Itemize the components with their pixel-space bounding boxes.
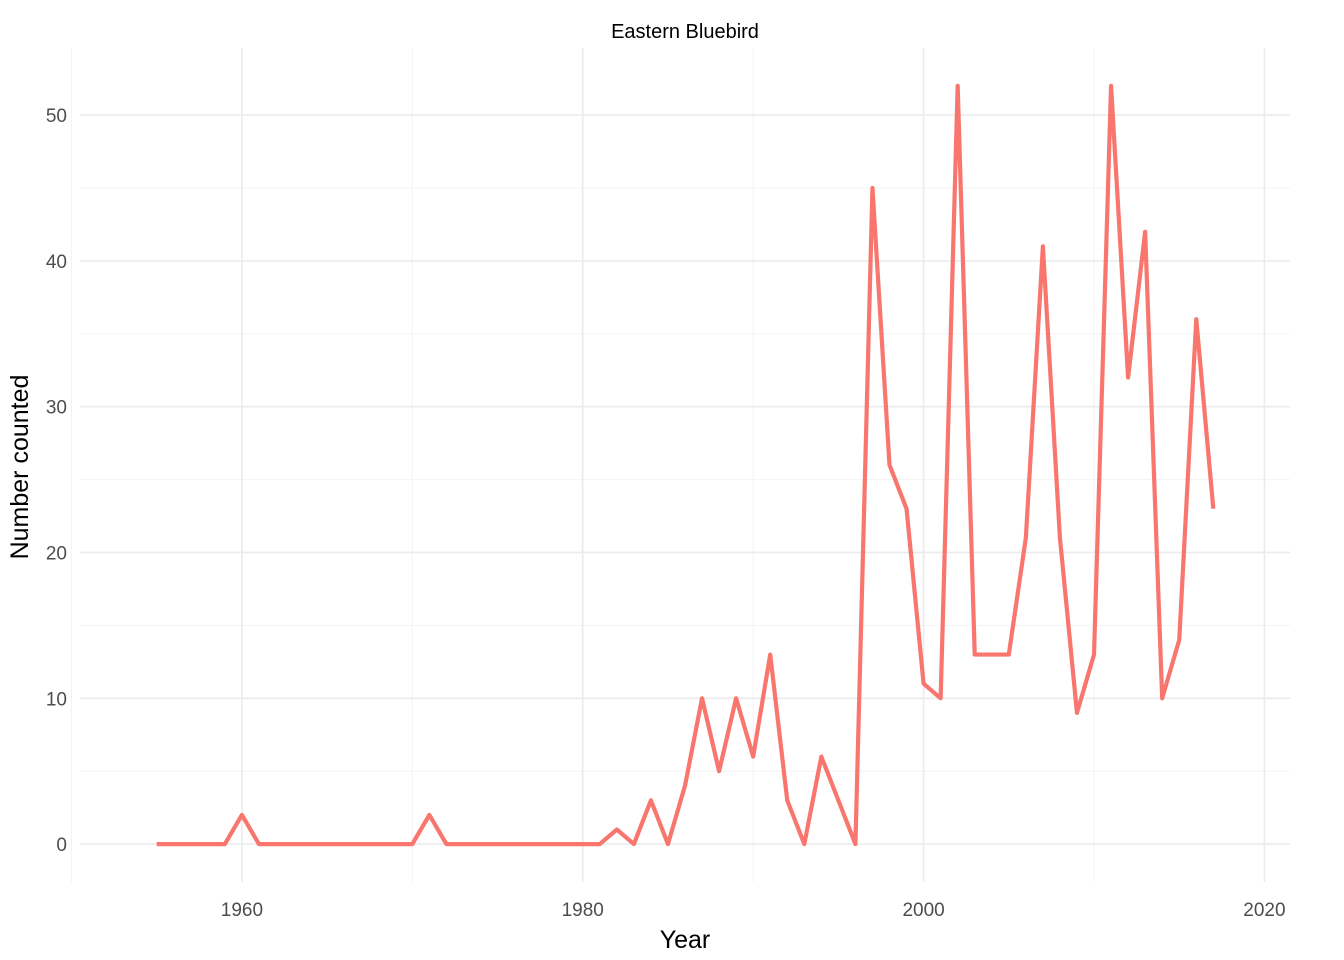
- series-lines: [156, 83, 1216, 847]
- y-axis-title: Number counted: [6, 375, 34, 560]
- series-line: [156, 83, 1216, 847]
- y-tick-label: 0: [56, 835, 67, 856]
- x-axis-ticks: 1960 1980 2000 2020: [221, 900, 1286, 921]
- grid: [70, 48, 1290, 882]
- x-tick-label: 2020: [1243, 900, 1285, 921]
- y-tick-label: 30: [46, 398, 67, 419]
- y-tick-label: 20: [46, 543, 67, 564]
- x-tick-label: 2000: [902, 900, 944, 921]
- y-axis-ticks: 0 10 20 30 40 50: [46, 106, 67, 856]
- y-tick-label: 10: [46, 689, 67, 710]
- x-axis-title: Year: [660, 926, 711, 954]
- x-tick-label: 1960: [221, 900, 263, 921]
- chart-title: Eastern Bluebird: [611, 21, 759, 43]
- y-tick-label: 40: [46, 252, 67, 273]
- y-tick-label: 50: [46, 106, 67, 127]
- x-tick-label: 1980: [562, 900, 604, 921]
